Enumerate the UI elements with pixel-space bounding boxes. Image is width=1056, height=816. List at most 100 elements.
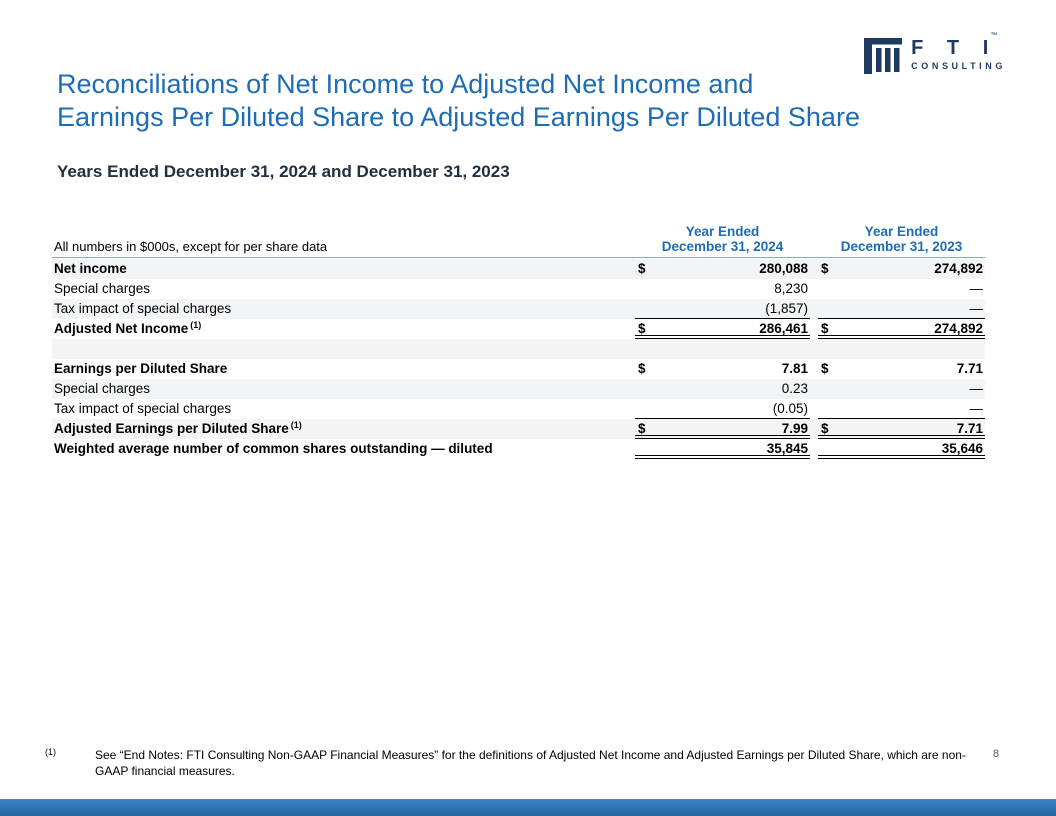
cell-value: 274,892 bbox=[934, 261, 983, 276]
fti-consulting-logo: F T I™ CONSULTING bbox=[864, 32, 1006, 74]
reconciliation-table: All numbers in $000s, except for per sha… bbox=[52, 224, 985, 459]
logo-consulting-label: CONSULTING bbox=[911, 61, 1006, 71]
table-row: Special charges 0.23 — bbox=[52, 379, 985, 399]
cell-2024: (0.05) bbox=[635, 399, 810, 419]
row-label: Adjusted Earnings per Diluted Share (1) bbox=[54, 420, 302, 436]
cell-value: 280,088 bbox=[759, 261, 808, 276]
footnote-ref: (1) bbox=[290, 420, 302, 430]
cell-2024: $286,461 bbox=[635, 319, 810, 339]
row-label: Tax impact of special charges bbox=[54, 401, 232, 416]
cell-value: — bbox=[969, 281, 984, 296]
cell-2023: $274,892 bbox=[818, 319, 985, 339]
column-gap bbox=[810, 419, 818, 439]
cell-value: — bbox=[969, 301, 984, 316]
page-title-line2: Earnings Per Diluted Share to Adjusted E… bbox=[57, 102, 860, 132]
table-row: Earnings per Diluted Share $7.81 $7.71 bbox=[52, 359, 985, 379]
table-row bbox=[52, 339, 985, 359]
cell-value: 286,461 bbox=[759, 321, 808, 336]
dollar-sign: $ bbox=[638, 321, 646, 336]
row-label bbox=[52, 339, 635, 359]
cell-2024 bbox=[635, 339, 810, 359]
column-header-2024-line1: Year Ended bbox=[685, 224, 760, 239]
cell-2023: $7.71 bbox=[818, 419, 985, 439]
column-gap bbox=[810, 339, 818, 359]
cell-value: 7.99 bbox=[781, 421, 808, 436]
footnote-line1: See “End Notes: FTI Consulting Non-GAAP … bbox=[95, 748, 966, 762]
cell-2023: — bbox=[818, 299, 985, 319]
trademark-symbol: ™ bbox=[990, 32, 998, 39]
cell-2024: 8,230 bbox=[635, 279, 810, 299]
row-label: Special charges bbox=[54, 281, 151, 296]
column-gap bbox=[810, 299, 818, 319]
column-gap bbox=[810, 259, 818, 279]
column-gap bbox=[810, 379, 818, 399]
cell-value: (0.05) bbox=[772, 401, 808, 416]
row-label: Special charges bbox=[54, 381, 151, 396]
dollar-sign: $ bbox=[821, 321, 829, 336]
cell-2023: $274,892 bbox=[818, 259, 985, 279]
dollar-sign: $ bbox=[638, 361, 646, 376]
table-body: Net income $280,088 $274,892 Special charge… bbox=[52, 259, 985, 459]
cell-value: 8,230 bbox=[774, 281, 808, 296]
table-row: Weighted average number of common shares… bbox=[52, 439, 985, 459]
cell-value: 0.23 bbox=[781, 381, 808, 396]
row-label: Earnings per Diluted Share bbox=[54, 361, 228, 376]
cell-2023: 35,646 bbox=[818, 439, 985, 459]
cell-value: 35,845 bbox=[766, 441, 808, 456]
table-note: All numbers in $000s, except for per sha… bbox=[54, 239, 328, 254]
table-row: Tax impact of special charges (1,857) — bbox=[52, 299, 985, 319]
cell-value: — bbox=[969, 401, 984, 416]
cell-value: 7.71 bbox=[956, 421, 983, 436]
page-title: Reconciliations of Net Income to Adjuste… bbox=[57, 68, 860, 134]
footnote-line2: GAAP financial measures. bbox=[95, 764, 235, 778]
column-icon bbox=[864, 38, 903, 74]
column-header-2023-line1: Year Ended bbox=[864, 224, 939, 239]
cell-value: 274,892 bbox=[934, 321, 983, 336]
dollar-sign: $ bbox=[638, 421, 646, 436]
dollar-sign: $ bbox=[638, 261, 646, 276]
dollar-sign: $ bbox=[821, 261, 829, 276]
cell-2024: $7.99 bbox=[635, 419, 810, 439]
cell-value: 35,646 bbox=[941, 441, 983, 456]
cell-2023: — bbox=[818, 379, 985, 399]
cell-2024: 35,845 bbox=[635, 439, 810, 459]
row-label: Adjusted Net Income (1) bbox=[54, 320, 202, 336]
page-number: 8 bbox=[993, 748, 1000, 760]
table-row: Special charges 8,230 — bbox=[52, 279, 985, 299]
footnote-marker: (1) bbox=[45, 747, 56, 757]
cell-value: — bbox=[969, 381, 984, 396]
table-row: Adjusted Earnings per Diluted Share (1) $7… bbox=[52, 419, 985, 439]
column-header-2023-line2: December 31, 2023 bbox=[840, 239, 963, 254]
cell-2024: 0.23 bbox=[635, 379, 810, 399]
dollar-sign: $ bbox=[821, 421, 829, 436]
column-gap bbox=[810, 359, 818, 379]
table-row: Net income $280,088 $274,892 bbox=[52, 259, 985, 279]
cell-2023: — bbox=[818, 279, 985, 299]
cell-2024: $280,088 bbox=[635, 259, 810, 279]
column-header-2024-line2: December 31, 2024 bbox=[661, 239, 784, 254]
cell-value: (1,857) bbox=[765, 301, 808, 316]
logo-fti-label: F T I bbox=[911, 37, 998, 59]
cell-2024: $7.81 bbox=[635, 359, 810, 379]
row-label: Net income bbox=[54, 261, 127, 276]
page-title-line1: Reconciliations of Net Income to Adjuste… bbox=[57, 69, 754, 99]
table-row: Tax impact of special charges (0.05) — bbox=[52, 399, 985, 419]
column-header-2024: Year Ended December 31, 2024 bbox=[635, 224, 810, 254]
column-header-2023: Year Ended December 31, 2023 bbox=[818, 224, 985, 254]
cell-2023 bbox=[818, 339, 985, 359]
logo-text: F T I™ CONSULTING bbox=[911, 32, 1006, 71]
column-gap bbox=[810, 319, 818, 339]
cell-value: 7.81 bbox=[781, 361, 808, 376]
row-label: Tax impact of special charges bbox=[54, 301, 232, 316]
bottom-accent-bar bbox=[0, 799, 1056, 816]
footnote-ref: (1) bbox=[190, 320, 202, 330]
page-subtitle: Years Ended December 31, 2024 and Decemb… bbox=[57, 162, 510, 181]
row-label: Weighted average number of common shares… bbox=[54, 441, 493, 456]
cell-2023: $7.71 bbox=[818, 359, 985, 379]
footnote-text: See “End Notes: FTI Consulting Non-GAAP … bbox=[95, 747, 980, 779]
table-row: Adjusted Net Income (1) $286,461 $274,892 bbox=[52, 319, 985, 339]
dollar-sign: $ bbox=[821, 361, 829, 376]
table-header: All numbers in $000s, except for per sha… bbox=[52, 224, 985, 258]
column-gap bbox=[810, 399, 818, 419]
